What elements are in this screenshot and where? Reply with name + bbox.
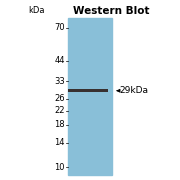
Text: 10: 10 — [54, 163, 65, 172]
Text: 70: 70 — [54, 23, 65, 32]
Text: Western Blot: Western Blot — [73, 6, 150, 16]
Text: 14: 14 — [54, 138, 65, 147]
Text: 26: 26 — [54, 94, 65, 103]
Text: 29kDa: 29kDa — [120, 86, 149, 95]
Text: 22: 22 — [54, 106, 65, 115]
Text: 33: 33 — [54, 77, 65, 86]
Text: 18: 18 — [54, 120, 65, 129]
Text: kDa: kDa — [28, 6, 45, 15]
Bar — [68, 89, 108, 92]
Text: 44: 44 — [54, 56, 65, 65]
Bar — [68, 18, 112, 175]
